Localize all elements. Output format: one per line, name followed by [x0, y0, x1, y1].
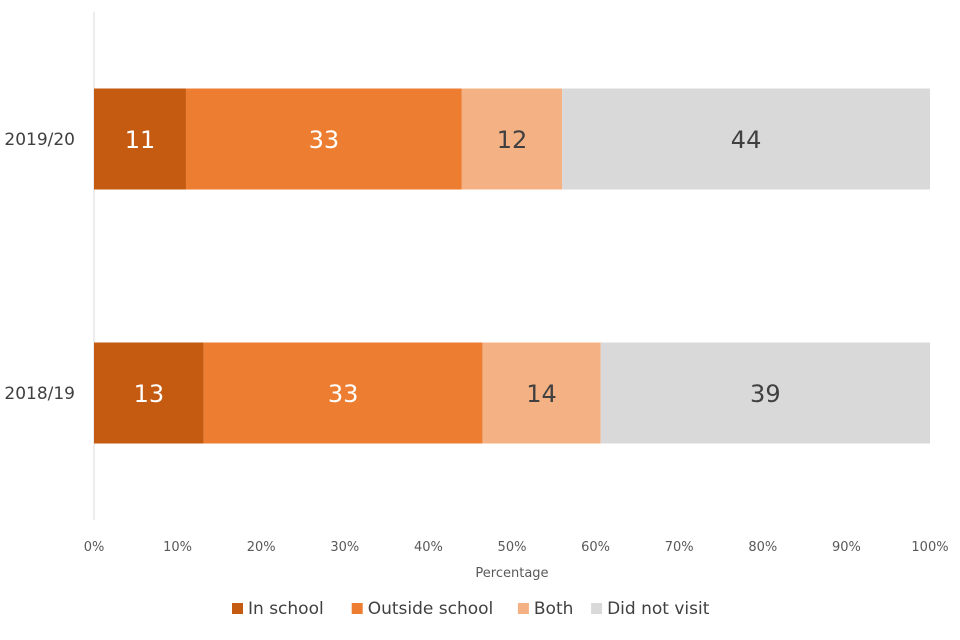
y-category-label: 2018/19 — [4, 384, 75, 404]
legend-swatch-both — [517, 603, 529, 614]
labels-layer: 11 33 12 44 13 33 14 39 — [125, 126, 781, 408]
data-label-in-school: 11 — [125, 126, 156, 154]
axis-layer: 0% 10% 20% 30% 40% 50% 60% 70% 80% 90% 100% 2019/20… — [4, 12, 949, 555]
x-tick-label: 90% — [832, 540, 861, 555]
legend-swatch-did-not-visit — [591, 603, 603, 614]
legend-swatch-outside-school — [351, 603, 363, 614]
bar-segment-did-not-visit — [600, 342, 930, 444]
data-label-in-school: 13 — [134, 380, 165, 408]
bar-segment-outside-school — [203, 342, 483, 444]
x-tick-label: 100% — [911, 540, 948, 555]
x-axis-title: Percentage — [475, 566, 548, 581]
legend-label-both: Both — [534, 599, 574, 619]
data-label-outside-school: 33 — [309, 126, 340, 154]
data-label-both: 12 — [497, 126, 528, 154]
data-label-did-not-visit: 44 — [731, 126, 762, 154]
x-tick-label: 60% — [581, 540, 610, 555]
legend: In school Outside school Both Did not visit — [232, 599, 710, 619]
legend-label-outside-school: Outside school — [368, 599, 494, 619]
x-tick-label: 40% — [414, 540, 443, 555]
x-tick-label: 50% — [498, 540, 527, 555]
x-tick-label: 0% — [84, 540, 105, 555]
x-tick-label: 30% — [330, 540, 359, 555]
legend-label-did-not-visit: Did not visit — [607, 599, 710, 619]
legend-swatch-in-school — [232, 603, 243, 614]
bar-segment-in-school — [94, 88, 186, 190]
x-tick-label: 10% — [163, 540, 192, 555]
bars-layer — [94, 88, 930, 444]
legend-label-in-school: In school — [248, 599, 324, 619]
data-label-did-not-visit: 39 — [750, 380, 781, 408]
bar-segment-both — [461, 88, 563, 190]
x-tick-label: 80% — [748, 540, 777, 555]
bar-segment-both — [482, 342, 601, 444]
y-category-label: 2019/20 — [4, 130, 75, 150]
x-tick-label: 20% — [247, 540, 276, 555]
data-label-both: 14 — [526, 380, 557, 408]
data-label-outside-school: 33 — [328, 380, 359, 408]
x-tick-label: 70% — [665, 540, 694, 555]
bar-segment-outside-school — [185, 88, 462, 190]
bar-segment-in-school — [94, 342, 204, 444]
bar-segment-did-not-visit — [562, 88, 930, 190]
